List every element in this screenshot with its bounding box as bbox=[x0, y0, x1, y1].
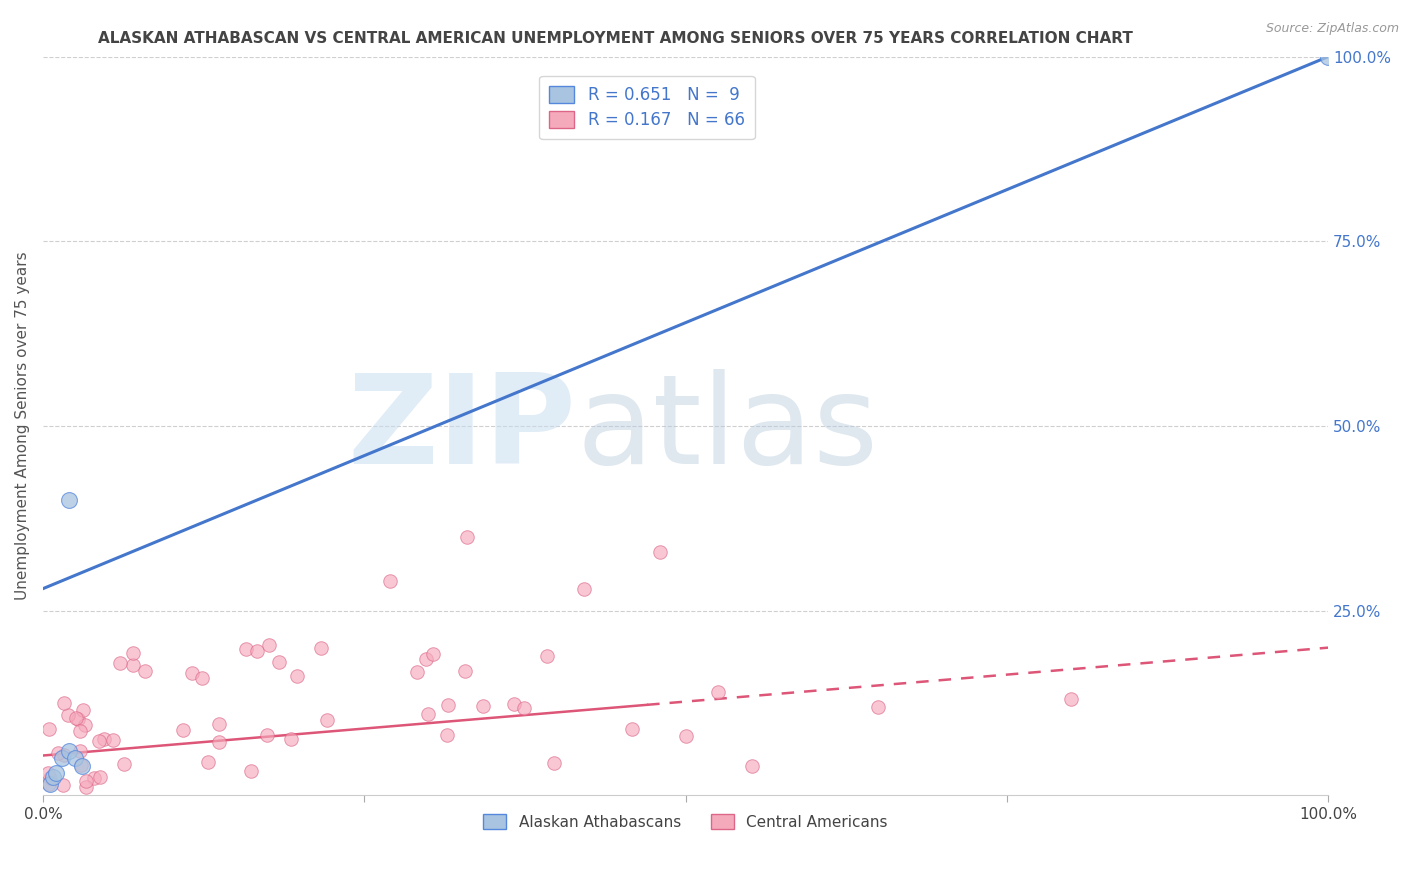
Point bbox=[572, 582, 595, 596]
Point bbox=[422, 647, 444, 661]
Point bbox=[675, 729, 697, 743]
Point bbox=[58, 744, 80, 758]
Legend: Alaskan Athabascans, Central Americans: Alaskan Athabascans, Central Americans bbox=[477, 807, 894, 836]
Point bbox=[70, 759, 93, 773]
Point bbox=[513, 700, 536, 714]
Point bbox=[75, 780, 97, 794]
Point bbox=[37, 766, 59, 780]
Point bbox=[52, 779, 75, 793]
Point bbox=[134, 664, 156, 678]
Point bbox=[1060, 692, 1083, 706]
Point bbox=[256, 728, 278, 742]
Point bbox=[38, 777, 60, 791]
Point bbox=[648, 544, 671, 558]
Point bbox=[436, 698, 458, 712]
Point bbox=[67, 712, 90, 726]
Point bbox=[89, 770, 111, 784]
Text: ZIP: ZIP bbox=[347, 369, 576, 491]
Point bbox=[267, 655, 290, 669]
Point bbox=[257, 638, 280, 652]
Point bbox=[112, 757, 135, 772]
Point bbox=[741, 759, 763, 773]
Point bbox=[51, 751, 73, 765]
Point bbox=[436, 728, 458, 742]
Point bbox=[42, 770, 65, 784]
Point bbox=[69, 743, 91, 757]
Point bbox=[46, 746, 69, 760]
Point bbox=[121, 646, 143, 660]
Point bbox=[108, 656, 131, 670]
Point bbox=[69, 723, 91, 738]
Point bbox=[285, 669, 308, 683]
Y-axis label: Unemployment Among Seniors over 75 years: Unemployment Among Seniors over 75 years bbox=[15, 252, 30, 600]
Point bbox=[472, 699, 495, 714]
Point bbox=[58, 492, 80, 507]
Point bbox=[621, 722, 644, 736]
Point bbox=[83, 771, 105, 785]
Point bbox=[543, 756, 565, 770]
Point bbox=[65, 751, 87, 765]
Point bbox=[235, 642, 257, 657]
Point bbox=[536, 648, 558, 663]
Point bbox=[246, 644, 269, 658]
Point bbox=[503, 697, 526, 711]
Point bbox=[38, 722, 60, 736]
Point bbox=[868, 699, 890, 714]
Point bbox=[197, 755, 219, 769]
Point bbox=[56, 707, 79, 722]
Point bbox=[70, 757, 93, 772]
Point bbox=[87, 734, 110, 748]
Point bbox=[418, 707, 440, 722]
Point bbox=[415, 652, 437, 666]
Point bbox=[53, 696, 76, 710]
Point bbox=[72, 703, 94, 717]
Point bbox=[707, 685, 730, 699]
Point bbox=[45, 766, 67, 780]
Point bbox=[75, 773, 97, 788]
Point bbox=[456, 530, 478, 544]
Point bbox=[378, 574, 401, 589]
Point bbox=[316, 713, 339, 727]
Point bbox=[309, 641, 332, 656]
Point bbox=[75, 718, 97, 732]
Point bbox=[280, 731, 302, 746]
Point bbox=[38, 777, 60, 791]
Point bbox=[208, 735, 231, 749]
Point bbox=[101, 733, 124, 747]
Point bbox=[191, 672, 214, 686]
Point bbox=[1317, 50, 1340, 64]
Point bbox=[180, 665, 202, 680]
Point bbox=[172, 723, 194, 737]
Point bbox=[93, 732, 115, 747]
Point bbox=[405, 665, 427, 680]
Point bbox=[65, 711, 87, 725]
Point bbox=[239, 764, 262, 778]
Text: atlas: atlas bbox=[576, 369, 879, 491]
Text: Source: ZipAtlas.com: Source: ZipAtlas.com bbox=[1265, 22, 1399, 36]
Point bbox=[39, 772, 62, 786]
Text: ALASKAN ATHABASCAN VS CENTRAL AMERICAN UNEMPLOYMENT AMONG SENIORS OVER 75 YEARS : ALASKAN ATHABASCAN VS CENTRAL AMERICAN U… bbox=[98, 31, 1133, 46]
Point bbox=[122, 658, 145, 673]
Point bbox=[208, 716, 231, 731]
Point bbox=[52, 748, 75, 763]
Point bbox=[454, 664, 477, 678]
